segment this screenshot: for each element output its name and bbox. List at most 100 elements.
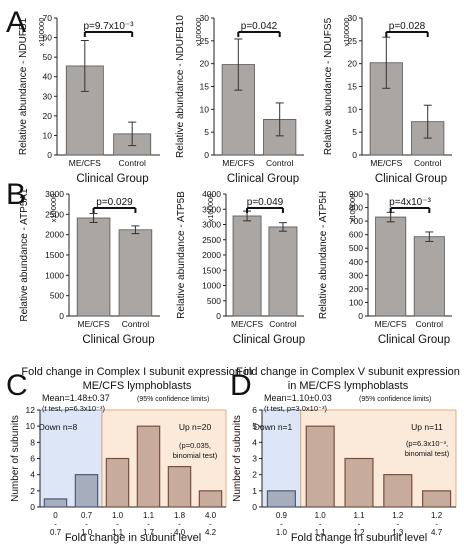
bar-mecfs [65,65,104,156]
bin-range-label: 1.1 [112,528,124,537]
bar-mecfs [375,216,407,317]
y-tick-label: 4 [30,470,35,480]
bin-range-label: 1.2 [353,528,365,537]
y-tick-label: 6 [252,405,257,415]
panel-letter-b: B [6,178,26,211]
p-value-annotation: p=0.049 [247,197,284,208]
panel-letter-d: D [230,369,252,402]
bin-range-label: 1.3 [392,528,404,537]
bin-range-label: - [280,520,283,529]
bin-range-label: - [116,520,119,529]
y-tick-label: 20 [200,59,210,69]
y-tick-label: 500 [50,291,64,301]
y-tick-label: 1500 [45,250,64,260]
y-tick-label: 2 [252,470,257,480]
y-unit-label: x100000 [348,194,357,223]
histogram-bar [383,474,413,508]
bin-range-label: 1.0 [112,511,124,520]
bin-range-label: 1.0 [81,528,93,537]
x-tick-label: Control [266,158,294,168]
y-tick-label: 12 [26,405,36,415]
bar-control [268,226,298,317]
x-tick-label: Control [414,158,442,168]
y-tick-label: 5 [204,127,209,137]
bar-control [118,229,153,317]
bin-range-label: - [358,520,361,529]
y-tick-label: 0 [252,502,257,512]
y-tick-label: 0 [30,502,35,512]
p-value-annotation: p=0.028 [389,21,426,32]
bin-range-label: 1.7 [143,528,155,537]
y-unit-label: x100000 [342,18,351,47]
y-tick-label: 2000 [45,230,64,240]
down-count-label: Down n=1 [254,422,293,432]
y-tick-label: 800 [349,203,363,213]
x-tick-label: Control [122,319,150,329]
bin-range-label: - [178,520,181,529]
bin-range-label: 1.2 [392,511,404,520]
y-unit-label: x100000 [194,18,203,47]
bin-range-label: - [396,520,399,529]
y-tick-label: 0 [358,311,363,321]
y-unit-label: x100000 [49,194,58,223]
bin-range-label: 1.0 [276,528,288,537]
y-tick-label: 1 [252,486,257,496]
chart-title-line-1: Fold change in Complex I subunit express… [21,366,252,378]
y-tick-label: 60 [43,33,53,43]
bin-range-label: - [85,520,88,529]
bin-range-label: 4.2 [205,528,217,537]
mean-annotation: Mean=1.10±0.03 [264,393,332,403]
y-tick-label: 600 [349,230,363,240]
y-tick-label: 10 [26,421,36,431]
chart-b3: 0 100 200 300 400 500 600 700 800 900 ME/CFS Contro… [318,189,452,346]
bin-range-label: 1.8 [174,511,186,520]
y-tick-label: 25 [200,36,210,46]
y-tick-label: 0 [47,150,52,160]
y-tick-label: 10 [200,104,210,114]
y-axis-label: Relative abundance - ATP5A1 [19,188,30,322]
y-axis-label: Relative abundance - NDUFS5 [323,17,334,155]
y-axis-label: Number of subunits [10,415,21,502]
binomial-test-annotation: (p=0.035, [179,441,211,450]
binomial-test-annotation: (p=6.3x10⁻³, [406,439,448,448]
y-tick-label: 300 [349,270,363,280]
ci-annotation: (95% confidence limits) [137,396,209,403]
binomial-test-annotation: binomial test) [405,449,450,458]
x-axis-label: Clinical Group [375,173,447,185]
histogram-bar [74,474,99,508]
y-tick-label: 4000 [202,189,221,199]
bin-range-label: 0 [53,511,58,520]
chart-title-line-2: ME/CFS lymphoblasts [83,380,192,392]
y-tick-label: 1500 [202,265,221,275]
y-tick-label: 30 [200,13,210,23]
x-tick-label: ME/CFS [370,158,402,168]
y-tick-label: 3500 [202,204,221,214]
y-tick-label: 40 [43,72,53,82]
bar-mecfs [76,217,111,317]
y-tick-label: 0 [59,311,64,321]
chart-d: 01234560.9-1.01.0-1.11.1-1.21.2-1.31.2-4… [232,366,460,544]
y-tick-label: 8 [30,437,35,447]
p-value-annotation: p=9.7x10⁻³ [83,21,134,32]
t-test-annotation: (t test, p=6.3x10⁻³) [42,404,105,413]
bin-range-label: - [147,520,150,529]
y-tick-label: 2500 [202,235,221,245]
histogram-bar [344,457,374,508]
bin-range-label: - [319,520,322,529]
y-tick-label: 500 [207,296,221,306]
histogram-bar [167,465,192,508]
histogram-bar [266,490,296,508]
p-value-annotation: p=4x10⁻³ [389,197,431,208]
y-tick-label: 100 [349,297,363,307]
y-tick-label: 5 [352,127,357,137]
bin-range-label: - [209,520,212,529]
y-tick-label: 15 [348,82,358,92]
histogram-bar [422,490,452,508]
y-tick-label: 15 [200,82,210,92]
binomial-test-annotation: binomial test) [173,451,218,460]
y-tick-label: 500 [349,243,363,253]
p-value-annotation: p=0.042 [241,21,278,32]
x-axis-label: Fold change in subunit level [65,532,201,544]
x-tick-label: ME/CFS [78,319,110,329]
chart-a3: 0 5 10 15 20 25 30 ME/CFS Control p=0.028 x100000 R… [323,13,452,185]
